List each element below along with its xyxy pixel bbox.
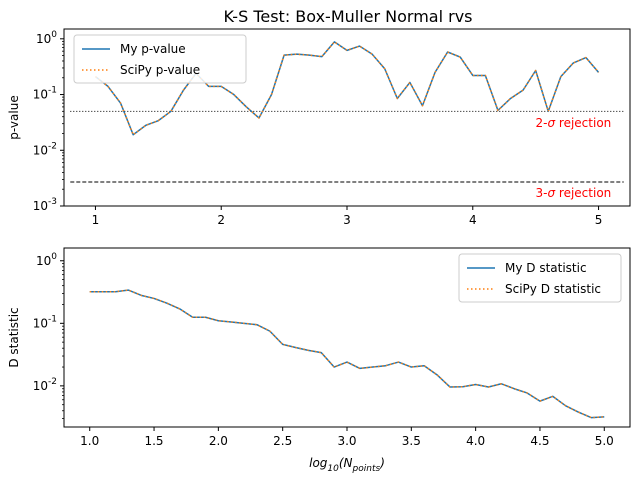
x-axis-label: log10(Npoints) [309, 456, 385, 474]
y-tick-label: 10-1 [33, 86, 57, 102]
legend-box [458, 253, 622, 303]
legend-box [73, 34, 247, 84]
x-tick-label: 3 [343, 213, 351, 227]
x-tick-label: 1.0 [80, 434, 99, 448]
x-tick-label: 4 [469, 213, 477, 227]
legend-label-0: My p-value [120, 42, 186, 56]
legend-label-1: SciPy p-value [120, 63, 200, 77]
y-tick-label: 100 [36, 252, 57, 268]
x-tick-label: 3.5 [402, 434, 421, 448]
x-tick-label: 4.0 [466, 434, 485, 448]
y-axis-label: p-value [7, 95, 21, 139]
y-tick-label: 10-3 [33, 197, 57, 213]
series-line-1 [89, 289, 605, 419]
d-statistic-panel: 1.0 1.5 2.0 2.5 3.0 3.5 4.0 4.5 5.0 10-2 10-1 100 D … [7, 247, 631, 474]
reference-label-1: 3-σ rejection [536, 186, 612, 200]
x-tick-label: 1.5 [144, 434, 163, 448]
figure-title: K-S Test: Box-Muller Normal rvs [223, 7, 472, 26]
legend-label-0: My D statistic [505, 261, 587, 275]
x-tick-label: 1 [92, 213, 100, 227]
series-line-1 [94, 41, 600, 136]
x-tick-label: 2 [217, 213, 225, 227]
x-tick-label: 2.5 [273, 434, 292, 448]
x-tick-label: 3.0 [337, 434, 356, 448]
y-tick-label: 10-1 [33, 314, 57, 330]
x-tick-label: 5.0 [595, 434, 614, 448]
reference-label-0: 2-σ rejection [536, 116, 612, 130]
y-tick-label: 100 [36, 30, 57, 46]
legend: My p-value SciPy p-value [73, 34, 247, 84]
x-tick-label: 5 [595, 213, 603, 227]
p-value-panel: 1 2 3 4 5 10-3 10-2 10-1 100 p-value 2-σ rejection… [7, 28, 631, 227]
y-tick-label: 10-2 [33, 377, 57, 393]
x-tick-label: 2.0 [209, 434, 228, 448]
x-tick-label: 4.5 [530, 434, 549, 448]
legend: My D statistic SciPy D statistic [458, 253, 622, 303]
y-tick-label: 10-2 [33, 141, 57, 157]
legend-label-1: SciPy D statistic [505, 282, 601, 296]
y-axis-label: D statistic [7, 307, 21, 367]
